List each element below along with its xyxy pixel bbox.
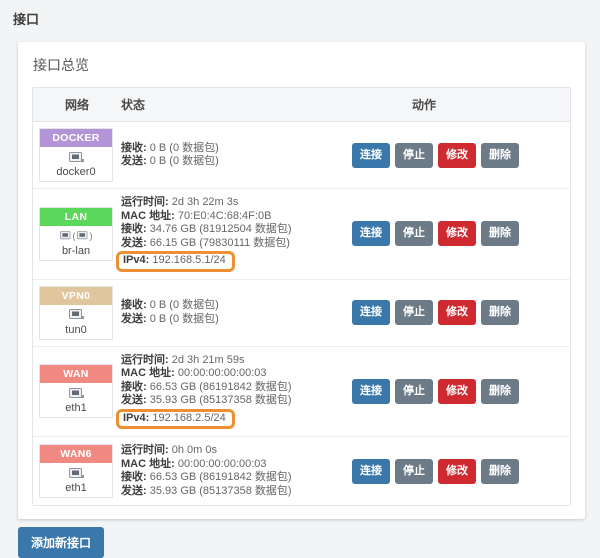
status-line: 发送: 0 B (0 数据包) [121,155,219,167]
device-name: tun0 [65,323,87,336]
status-line: 发送: 35.93 GB (85137358 数据包) [121,394,292,406]
edit-button[interactable]: 修改 [438,300,476,325]
network-badge: LAN [40,207,112,226]
stop-button[interactable]: 停止 [395,221,433,247]
edit-button[interactable]: 修改 [438,221,476,247]
status-cell: 接收: 0 B (0 数据包) 发送: 0 B (0 数据包) [121,139,352,172]
column-header-actions: 动作 [412,98,437,112]
device-name: eth1 [65,482,87,494]
card-title: 接口总览 [33,57,89,73]
connect-button[interactable]: 连接 [352,378,390,404]
actions-cell: 连接 停止 修改 删除 [352,142,570,168]
network-badge: DOCKER [40,129,112,147]
network-cell: LAN ( ) br-lan [39,206,113,261]
status-line: 接收: 66.53 GB (86191842 数据包) [121,380,292,393]
column-header-network: 网络 [64,98,89,112]
connect-button[interactable]: 连接 [352,458,390,484]
tunnel-icon [40,308,112,323]
status-line: 运行时间: 2d 3h 22m 3s [121,196,239,208]
ethernet-port-icon [40,466,112,481]
status-line: IPv4: 192.168.5.1/24 [116,250,352,272]
network-cell: DOCKER docker0 [39,128,113,182]
network-badge: WAN [40,365,112,384]
table-header-row: 网络 状态 动作 [33,88,570,122]
stop-button[interactable]: 停止 [395,378,433,404]
connect-button[interactable]: 连接 [352,300,390,325]
network-cell: WAN eth1 [39,364,113,419]
stop-button[interactable]: 停止 [395,300,433,325]
connect-button[interactable]: 连接 [352,142,390,168]
table-row: WAN6 eth1 运行时间: 0h 0m 0s MAC 地址: 00:00:0… [33,437,570,505]
delete-button[interactable]: 删除 [481,378,519,404]
interfaces-table: 网络 状态 动作 DOCKER docker0 接收: 0 B (0 数据包) … [32,87,571,506]
column-header-status: 状态 [121,98,146,112]
status-cell: 接收: 0 B (0 数据包) 发送: 0 B (0 数据包) [121,296,352,329]
delete-button[interactable]: 删除 [481,221,519,247]
status-line: MAC 地址: 70:E0:4C:68:4F:0B [121,209,272,222]
status-line: MAC 地址: 00:00:00:00:00:03 [121,457,267,470]
status-line: 接收: 0 B (0 数据包) [121,299,219,311]
status-line: MAC 地址: 00:00:00:00:00:03 [121,367,267,379]
table-row: VPN0 tun0 接收: 0 B (0 数据包) 发送: 0 B (0 数据包… [33,279,570,347]
ipv4-highlight-annotation: IPv4: 192.168.5.1/24 [116,251,235,272]
bridge-icon: ( ) [40,229,112,244]
status-line: 接收: 66.53 GB (86191842 数据包) [121,471,292,483]
status-line: 接收: 34.76 GB (81912504 数据包) [121,223,292,235]
ipv4-highlight-annotation: IPv4: 192.168.2.5/24 [116,408,235,429]
status-line: 发送: 66.15 GB (79830111 数据包) [121,236,290,249]
table-row: WAN eth1 运行时间: 2d 3h 21m 59s MAC 地址: 00:… [33,346,570,437]
actions-cell: 连接 停止 修改 删除 [352,378,570,404]
ethernet-port-icon [40,150,112,165]
actions-cell: 连接 停止 修改 删除 [352,458,570,484]
status-line: 运行时间: 2d 3h 21m 59s [121,353,245,366]
network-badge: WAN6 [40,445,112,463]
actions-cell: 连接 停止 修改 删除 [352,221,570,247]
network-badge: VPN0 [40,286,112,305]
edit-button[interactable]: 修改 [438,458,476,484]
status-line: 运行时间: 0h 0m 0s [121,444,217,456]
status-line: 发送: 0 B (0 数据包) [121,312,219,325]
add-interface-button[interactable]: 添加新接口 [18,527,105,558]
network-cell: WAN6 eth1 [39,444,113,498]
status-cell: 运行时间: 0h 0m 0s MAC 地址: 00:00:00:00:00:03… [121,441,352,501]
status-line: 发送: 35.93 GB (85137358 数据包) [121,484,292,497]
network-cell: VPN0 tun0 [39,285,113,340]
delete-button[interactable]: 删除 [481,300,519,325]
status-cell: 运行时间: 2d 3h 22m 3s MAC 地址: 70:E0:4C:68:4… [116,193,352,275]
delete-button[interactable]: 删除 [481,458,519,484]
connect-button[interactable]: 连接 [352,221,390,247]
device-name: eth1 [65,402,87,415]
device-name: br-lan [61,244,91,257]
stop-button[interactable]: 停止 [395,458,433,484]
edit-button[interactable]: 修改 [438,378,476,404]
page-title: 接口 [13,12,40,27]
ethernet-port-icon [40,386,112,401]
edit-button[interactable]: 修改 [438,142,476,168]
actions-cell: 连接 停止 修改 删除 [352,300,570,325]
status-line: IPv4: 192.168.2.5/24 [116,408,352,429]
status-line: 接收: 0 B (0 数据包) [121,141,219,154]
interface-overview-card: 接口总览 网络 状态 动作 DOCKER docker0 接收: 0 B (0 … [18,42,585,519]
status-cell: 运行时间: 2d 3h 21m 59s MAC 地址: 00:00:00:00:… [116,351,352,433]
table-row: DOCKER docker0 接收: 0 B (0 数据包) 发送: 0 B (… [33,122,570,189]
device-name: docker0 [56,166,96,178]
delete-button[interactable]: 删除 [481,142,519,168]
table-row: LAN ( ) br-lan 运行时间: 2d 3h 22m 3s MAC 地址… [33,189,570,280]
stop-button[interactable]: 停止 [395,142,433,168]
